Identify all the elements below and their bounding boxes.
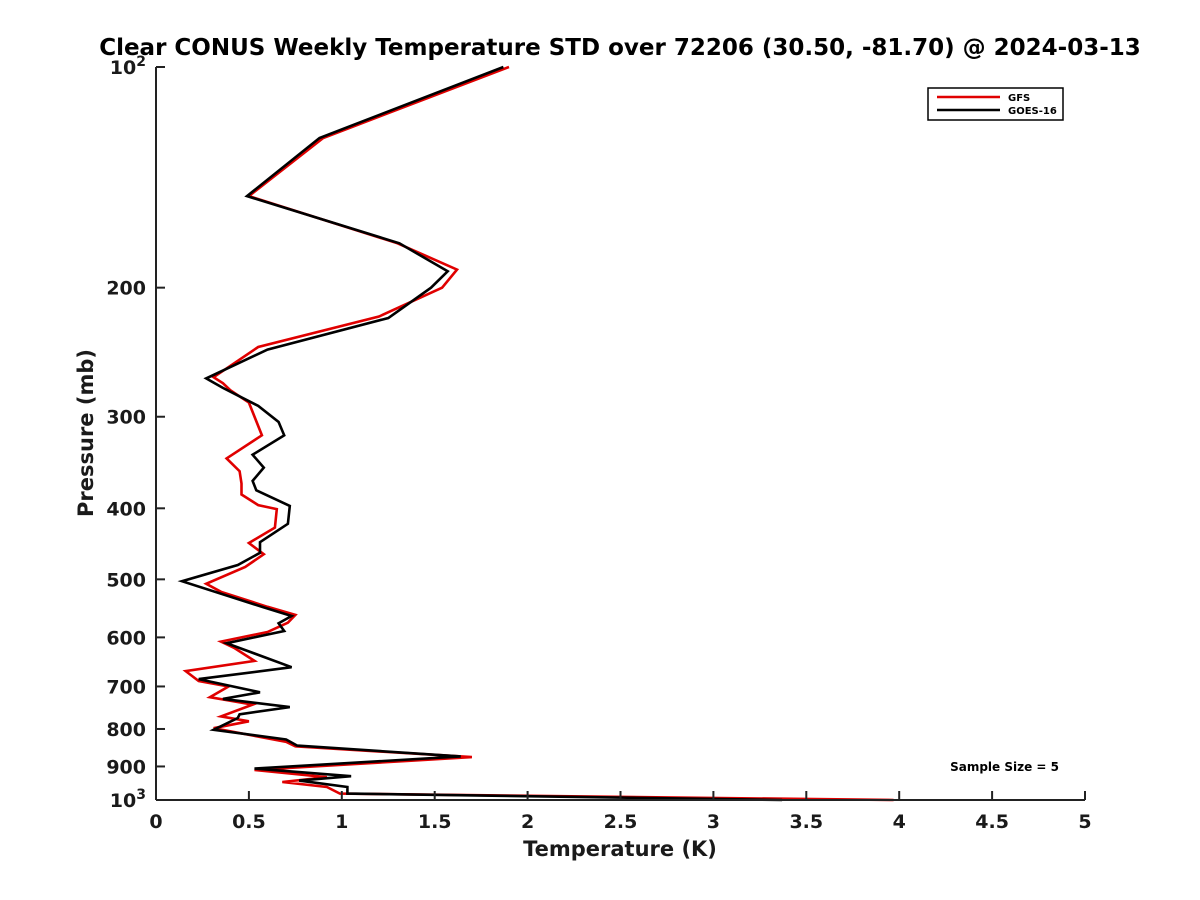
legend-label-goes-16: GOES-16 bbox=[1008, 106, 1057, 117]
y-tick-label: 800 bbox=[106, 719, 146, 741]
x-tick-label: 5 bbox=[1078, 811, 1091, 833]
legend-box bbox=[927, 87, 1064, 121]
sample-size-annotation: Sample Size = 5 bbox=[950, 760, 1059, 774]
x-tick-label: 1 bbox=[335, 811, 348, 833]
y-tick-label: 103 bbox=[110, 787, 146, 812]
y-tick-label: 300 bbox=[106, 407, 146, 429]
legend-label-gfs: GFS bbox=[1008, 93, 1030, 104]
y-tick-label: 102 bbox=[110, 54, 146, 79]
x-tick-label: 2.5 bbox=[604, 811, 638, 833]
series-line-goes-16 bbox=[177, 65, 783, 802]
y-tick-label: 700 bbox=[106, 676, 146, 698]
x-tick-label: 2 bbox=[521, 811, 534, 833]
x-tick-label: 0 bbox=[149, 811, 162, 833]
legend: GFS GOES-16 bbox=[927, 87, 1064, 121]
axes: 0 0.5 1 1.5 2 2.5 3 3.5 4 4.5 5 102 200 300 400 500 600 7… bbox=[106, 54, 1091, 833]
x-axis-label: Temperature (K) bbox=[523, 837, 717, 861]
x-tick-label: 4.5 bbox=[975, 811, 1009, 833]
x-tick-label: 4 bbox=[893, 811, 906, 833]
y-tick-label: 900 bbox=[106, 756, 146, 778]
y-tick-label: 200 bbox=[106, 278, 146, 300]
y-tick-label: 400 bbox=[106, 498, 146, 520]
y-tick-label: 500 bbox=[106, 569, 146, 591]
y-axis-label: Pressure (mb) bbox=[74, 349, 98, 517]
x-tick-label: 3 bbox=[707, 811, 720, 833]
series-line-gfs bbox=[182, 65, 894, 802]
y-tick-label: 600 bbox=[106, 627, 146, 649]
plot-lines bbox=[177, 65, 894, 802]
x-tick-label: 0.5 bbox=[232, 811, 266, 833]
x-tick-label: 1.5 bbox=[418, 811, 452, 833]
chart-title: Clear CONUS Weekly Temperature STD over … bbox=[99, 35, 1141, 61]
x-tick-label: 3.5 bbox=[789, 811, 823, 833]
